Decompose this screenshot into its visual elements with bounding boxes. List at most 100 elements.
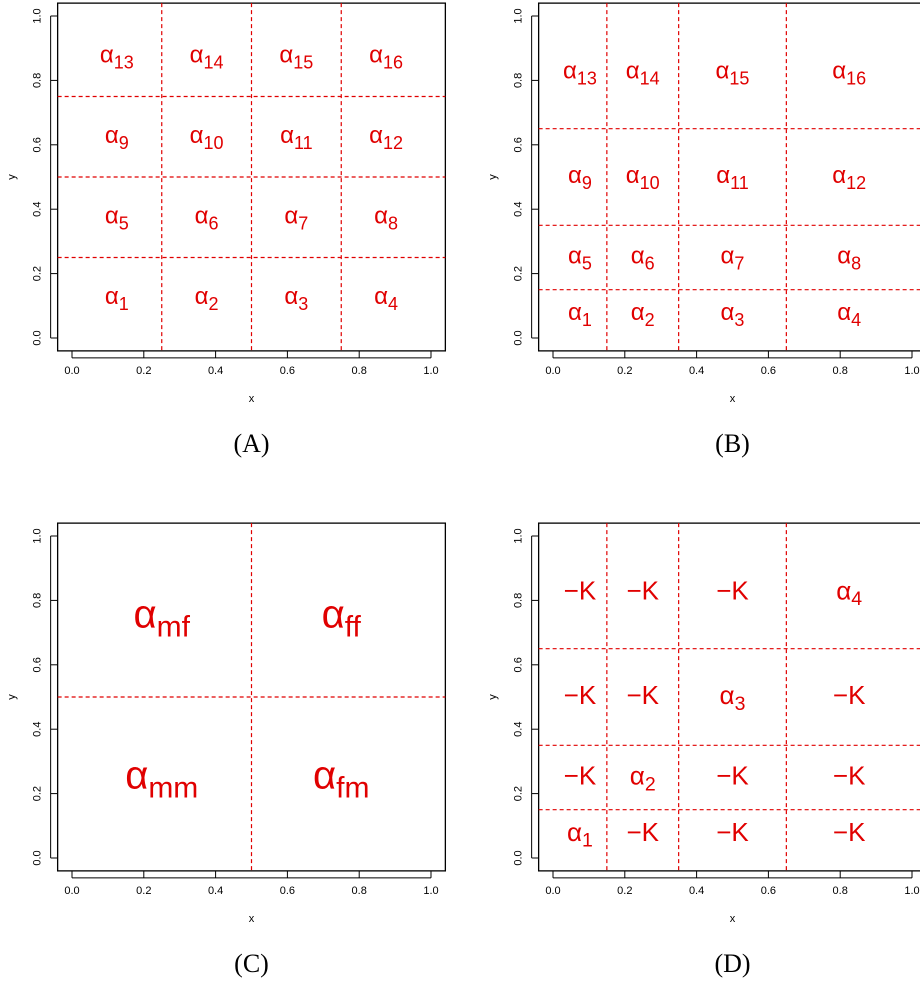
cell-label-base: α [832, 162, 846, 189]
cell-label-base: α [568, 243, 582, 270]
y-tick-label: 0.2 [32, 786, 44, 801]
cell-label-base: α [284, 203, 298, 230]
y-tick-label: 0.8 [32, 593, 44, 608]
x-tick-label: 0.2 [617, 365, 632, 377]
cell-label-base: −K [833, 680, 866, 710]
y-tick-label: 0.2 [513, 786, 525, 801]
y-axis-label: y [6, 694, 18, 700]
cell-label: α4 [837, 299, 861, 330]
panel: 0.0 0.2 0.4 0.6 0.8 1.0 0.0 0.2 0.4 0.6 0.8 1.0 x y (D… [487, 522, 920, 978]
y-tick-label: 1.0 [32, 528, 44, 543]
x-tick-label: 0.0 [545, 885, 560, 897]
y-tick-label: 0.8 [513, 73, 525, 88]
x-tick-label: 0.6 [280, 365, 295, 377]
cell-label-base: α [105, 122, 119, 149]
cell-label: α1 [567, 817, 593, 852]
cell-label-base: α [190, 42, 204, 69]
cell-label: −K [564, 680, 597, 710]
cell-label: −K [716, 760, 749, 790]
cell-label: α1 [105, 283, 129, 314]
cell-label-sub: 13 [114, 52, 134, 72]
y-tick-label: 0.2 [513, 266, 525, 281]
x-tick-label: 0.2 [136, 885, 151, 897]
cell-label: α12 [369, 122, 403, 153]
x-tick-label: 0.4 [689, 885, 704, 897]
cell-label: −K [716, 817, 749, 847]
cell-label-base: −K [626, 575, 659, 605]
y-tick-label: 0.6 [513, 137, 525, 152]
cell-label: α6 [631, 243, 655, 274]
y-tick-label: 0.0 [32, 850, 44, 865]
plot-box [537, 522, 920, 872]
y-tick-label: 0.6 [32, 137, 44, 152]
cell-label-base: α [832, 58, 846, 85]
cell-label-sub: 4 [851, 588, 862, 610]
cell-label-base: α [836, 575, 851, 605]
cell-label-sub: 5 [119, 213, 129, 233]
cell-label-sub: 7 [298, 213, 308, 233]
cell-label: α14 [626, 58, 660, 89]
cell-label: −K [626, 817, 659, 847]
cell-label: α2 [630, 760, 656, 795]
cell-label-sub: 12 [846, 173, 866, 193]
cell-label-sub: 2 [645, 310, 655, 330]
cell-label-base: −K [716, 760, 749, 790]
x-tick-label: 0.8 [833, 885, 848, 897]
cell-label-base: α [369, 122, 383, 149]
cell-label-base: α [837, 299, 851, 326]
cell-label: −K [626, 680, 659, 710]
cell-label-base: α [313, 753, 336, 797]
cell-label-base: α [369, 42, 383, 69]
cell-label-base: −K [564, 760, 597, 790]
cell-label: α2 [195, 283, 219, 314]
cell-label-base: −K [626, 680, 659, 710]
cell-label: α4 [374, 283, 398, 314]
cell-label-base: −K [716, 575, 749, 605]
cell-label-sub: 10 [204, 133, 224, 153]
cell-label-base: α [374, 203, 388, 230]
x-tick-label: 1.0 [423, 885, 438, 897]
cell-label: −K [564, 760, 597, 790]
panel: 0.0 0.2 0.4 0.6 0.8 1.0 0.0 0.2 0.4 0.6 0.8 1.0 x y (B… [487, 2, 920, 458]
y-axis-label: y [6, 174, 18, 180]
x-tick-label: 1.0 [423, 365, 438, 377]
cell-label-base: α [105, 203, 119, 230]
cell-label: −K [626, 575, 659, 605]
cell-label-sub: 1 [582, 830, 593, 852]
cell-label-base: α [720, 680, 735, 710]
cell-label: αmf [134, 592, 191, 643]
cell-label-base: α [630, 760, 645, 790]
cell-label-base: −K [564, 680, 597, 710]
x-tick-label: 0.6 [280, 885, 295, 897]
cell-label-base: α [374, 283, 388, 310]
cell-label-base: −K [833, 760, 866, 790]
cell-label-sub: 15 [293, 52, 313, 72]
cell-label-base: α [626, 58, 640, 85]
x-tick-label: 0.0 [64, 885, 79, 897]
x-axis-label: x [249, 393, 255, 405]
cell-label-base: α [105, 283, 119, 310]
caption: (D) [714, 949, 750, 978]
cell-label: α11 [280, 122, 313, 153]
cell-label-sub: 1 [582, 310, 592, 330]
x-tick-label: 0.8 [833, 365, 848, 377]
x-tick-label: 1.0 [904, 365, 919, 377]
cell-label-base: α [284, 283, 298, 310]
cell-label-sub: 11 [730, 173, 749, 193]
cell-label-base: −K [564, 575, 597, 605]
cell-label-base: α [631, 299, 645, 326]
cell-label: α3 [721, 299, 745, 330]
cell-label-sub: 6 [209, 213, 219, 233]
cell-label: α15 [279, 42, 313, 73]
cell-label: α13 [100, 42, 134, 73]
cell-label-sub: mf [157, 610, 191, 643]
cell-label-sub: 13 [577, 68, 597, 88]
cell-label-base: α [721, 299, 735, 326]
x-axis-label: x [249, 913, 255, 925]
y-tick-label: 1.0 [513, 528, 525, 543]
plot-box [537, 2, 920, 352]
cell-label-sub: 4 [851, 310, 861, 330]
x-tick-label: 0.6 [761, 365, 776, 377]
y-tick-label: 0.6 [513, 657, 525, 672]
cell-label: α3 [284, 283, 308, 314]
